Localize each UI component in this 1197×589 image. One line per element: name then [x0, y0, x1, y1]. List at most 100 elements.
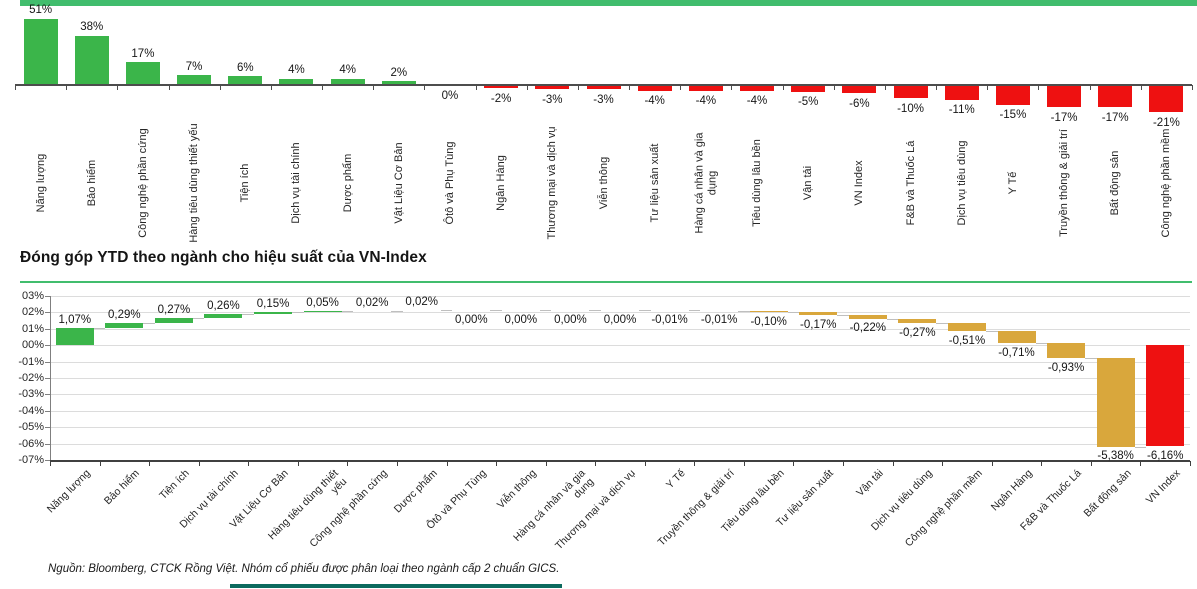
- value-label: -2%: [490, 92, 512, 105]
- y-axis-tick: [45, 296, 50, 297]
- value-label: 38%: [80, 21, 104, 34]
- axis-tick: [66, 85, 68, 90]
- connector: [391, 310, 403, 312]
- y-tick-label: -05%: [18, 421, 44, 434]
- axis-tick: [1089, 85, 1091, 90]
- source-note: Nguồn: Bloomberg, CTCK Rồng Việt. Nhóm c…: [48, 563, 560, 575]
- bar: [749, 310, 788, 313]
- axis-tick: [731, 85, 733, 90]
- axis-tick: [892, 461, 894, 466]
- category-label: Viễn thông: [597, 156, 610, 210]
- connector: [192, 318, 205, 320]
- bar: [893, 85, 928, 99]
- y-axis-tick: [45, 394, 50, 396]
- value-label: 0,02%: [355, 296, 389, 309]
- bottom-accent-line: [230, 584, 562, 588]
- y-tick-label: -03%: [18, 388, 44, 401]
- connector: [688, 310, 701, 312]
- gridline: [50, 394, 1190, 396]
- axis-tick: [99, 461, 101, 466]
- axis-tick: [424, 85, 426, 90]
- category-label: Bất động sản: [1108, 150, 1121, 216]
- axis-tick: [1190, 461, 1191, 466]
- bar: [55, 327, 94, 346]
- bar: [637, 85, 672, 91]
- y-tick-label: 03%: [21, 290, 44, 302]
- axis-tick: [545, 461, 547, 466]
- category-label: Hàng tiêu dùng thiết yếu: [187, 123, 200, 243]
- y-axis-tick: [45, 361, 50, 363]
- category-label: Dược phẩm: [341, 153, 354, 213]
- value-label: 4%: [339, 64, 356, 77]
- bar: [740, 85, 775, 91]
- value-label: -0,51%: [948, 334, 986, 347]
- axis-tick: [198, 461, 200, 466]
- y-tick-label: 01%: [21, 322, 44, 335]
- connector: [292, 311, 304, 313]
- axis-tick: [347, 461, 349, 466]
- y-axis-tick: [45, 443, 50, 445]
- value-label: -15%: [999, 109, 1027, 122]
- bar: [1149, 85, 1184, 113]
- value-label: -0,10%: [750, 315, 787, 328]
- axis-tick: [942, 461, 944, 466]
- connector: [440, 310, 453, 312]
- axis-tick: [219, 85, 221, 90]
- value-label: 0,26%: [207, 300, 240, 313]
- category-label: Truyền thông & giải trí: [1057, 129, 1070, 237]
- axis-tick: [595, 461, 597, 466]
- bar: [484, 85, 519, 89]
- axis-tick: [644, 461, 646, 466]
- axis-tick: [1090, 461, 1092, 466]
- value-label: -5,38%: [1097, 450, 1134, 463]
- category-label: F&B và Thuốc Lá: [904, 140, 917, 226]
- axis-tick: [322, 85, 324, 90]
- axis-tick: [991, 461, 993, 466]
- gridline: [50, 312, 1190, 314]
- axis-tick: [1192, 85, 1193, 90]
- top-accent-bar: [20, 0, 1197, 6]
- value-label: -17%: [1050, 111, 1078, 124]
- category-label: Ngân Hàng: [494, 155, 507, 211]
- axis-tick: [396, 461, 398, 466]
- bar: [1146, 345, 1185, 447]
- value-label: -4%: [746, 95, 768, 108]
- value-label: -0,71%: [998, 346, 1035, 359]
- value-label: -6%: [849, 97, 870, 110]
- axis-tick: [50, 461, 51, 466]
- category-label: Tiêu dùng lâu bền: [750, 139, 763, 227]
- category-label: Công nghệ phần mềm: [1160, 128, 1173, 238]
- value-label: -5%: [797, 96, 819, 109]
- axis-tick: [446, 461, 448, 466]
- connector: [738, 310, 750, 312]
- category-label: Năng lượng: [34, 153, 47, 213]
- category-label: Vận tải: [801, 165, 814, 201]
- bar: [177, 75, 212, 84]
- connector: [985, 331, 998, 333]
- y-axis-tick: [45, 460, 50, 461]
- bar: [154, 318, 193, 323]
- gridline: [50, 410, 1190, 412]
- y-tick-label: 02%: [21, 306, 44, 319]
- bar: [204, 314, 243, 319]
- value-label: -4%: [644, 95, 665, 108]
- axis-tick: [843, 461, 845, 466]
- connector: [1085, 358, 1097, 360]
- bar: [1098, 85, 1133, 108]
- title-underline: [20, 281, 1192, 283]
- gridline: [50, 427, 1190, 429]
- bar: [23, 18, 58, 84]
- bar: [125, 62, 160, 84]
- value-label: 0,00%: [603, 313, 637, 326]
- connector: [886, 318, 899, 320]
- axis-tick: [373, 85, 375, 90]
- value-label: 0,15%: [256, 297, 290, 310]
- value-label: -10%: [897, 102, 924, 115]
- y-tick-label: -04%: [18, 404, 44, 417]
- bar: [1047, 85, 1082, 108]
- value-label: -4%: [695, 95, 717, 108]
- axis-tick: [936, 85, 938, 90]
- gridline: [50, 345, 1190, 347]
- connector: [639, 310, 651, 312]
